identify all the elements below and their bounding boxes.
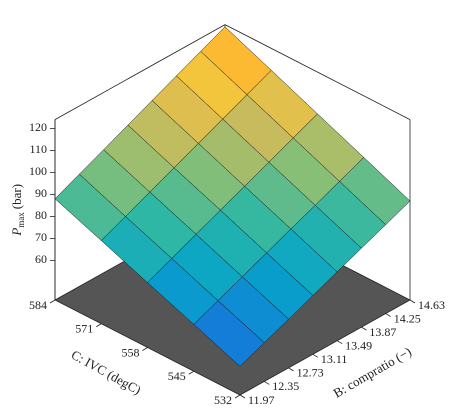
- y-tick: [188, 370, 194, 375]
- y-tick-label: 584: [29, 298, 47, 312]
- z-tick-label: 80: [35, 208, 47, 222]
- x-tick: [264, 381, 270, 385]
- y-tick: [49, 299, 56, 304]
- box-edge: [224, 24, 411, 120]
- y-tick-label: 545: [168, 369, 186, 383]
- z-axis-label: Pmax (bar): [9, 184, 26, 237]
- x-tick-label: 13.87: [369, 325, 396, 339]
- x-tick: [288, 367, 294, 372]
- y-tick: [142, 347, 148, 351]
- z-tick-label: 120: [29, 120, 47, 134]
- x-tick-label: 14.25: [394, 311, 421, 325]
- y-tick: [234, 394, 241, 399]
- y-tick-label: 571: [75, 322, 93, 336]
- x-tick: [361, 326, 367, 331]
- y-tick-label: 558: [122, 345, 140, 359]
- z-tick-label: 110: [29, 142, 47, 156]
- surface-patch: [193, 300, 265, 367]
- z-tick-label: 90: [35, 186, 47, 200]
- x-tick: [385, 313, 391, 317]
- x-tick-label: 14.63: [418, 298, 445, 312]
- x-tick-label: 13.49: [345, 338, 372, 352]
- y-tick-label: 532: [214, 393, 232, 407]
- x-tick-label: 13.11: [321, 352, 348, 366]
- z-tick-label: 70: [35, 230, 47, 244]
- z-tick-label: 100: [29, 164, 47, 178]
- x-tick-label: 11.97: [248, 393, 275, 407]
- z-label-unit: (bar): [9, 184, 24, 209]
- z-label-subscript: max: [16, 212, 26, 228]
- y-tick: [96, 323, 102, 328]
- x-tick: [409, 299, 416, 304]
- x-tick: [239, 394, 246, 399]
- z-label-symbol: P: [9, 228, 24, 237]
- x-tick: [312, 353, 319, 358]
- x-tick-label: 12.35: [272, 379, 299, 393]
- z-tick-label: 60: [35, 252, 47, 266]
- x-tick: [336, 340, 343, 345]
- x-tick-label: 12.73: [297, 366, 324, 380]
- box-edge: [54, 24, 226, 120]
